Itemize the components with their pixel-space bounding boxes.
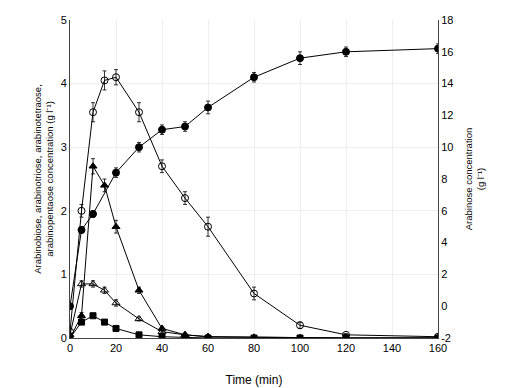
svg-text:3: 3 <box>61 141 67 153</box>
svg-text:40: 40 <box>156 342 168 354</box>
svg-text:140: 140 <box>383 342 401 354</box>
svg-text:8: 8 <box>441 173 447 185</box>
svg-text:0: 0 <box>67 342 73 354</box>
svg-text:16: 16 <box>441 46 453 58</box>
svg-text:12: 12 <box>441 109 453 121</box>
svg-text:6: 6 <box>441 205 447 217</box>
svg-text:14: 14 <box>441 77 453 89</box>
svg-text:Arabinose concentration(g l⁻¹): Arabinose concentration(g l⁻¹) <box>463 128 486 230</box>
svg-text:4: 4 <box>441 236 447 248</box>
svg-text:-2: -2 <box>441 332 451 344</box>
svg-text:2: 2 <box>441 268 447 280</box>
svg-text:1: 1 <box>61 268 67 280</box>
svg-text:160: 160 <box>429 342 447 354</box>
svg-text:0: 0 <box>61 332 67 344</box>
svg-text:4: 4 <box>61 77 67 89</box>
svg-text:Arabinobiose, arabinotriose, a: Arabinobiose, arabinotriose, arabinotetr… <box>32 84 55 274</box>
svg-text:20: 20 <box>110 342 122 354</box>
svg-text:5: 5 <box>61 14 67 26</box>
svg-text:18: 18 <box>441 14 453 26</box>
svg-text:120: 120 <box>337 342 355 354</box>
svg-text:80: 80 <box>248 342 260 354</box>
svg-text:Time (min): Time (min) <box>226 373 283 387</box>
svg-text:0: 0 <box>441 300 447 312</box>
svg-text:100: 100 <box>291 342 309 354</box>
svg-text:60: 60 <box>202 342 214 354</box>
svg-text:10: 10 <box>441 141 453 153</box>
svg-text:2: 2 <box>61 205 67 217</box>
